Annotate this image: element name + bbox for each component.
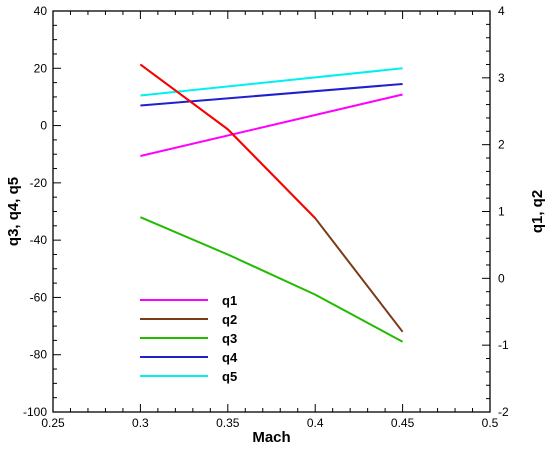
series-line-q5 [140,67,403,97]
legend-label-q1: q1 [222,293,237,308]
y-right-tick-label: -1 [498,338,509,352]
y-left-tick-label: 0 [40,119,47,133]
y-left-tick-label: -40 [30,233,48,247]
series-line-q4 [140,83,403,107]
x-tick-label: 0.35 [216,416,240,430]
x-tick-label: 0.45 [391,416,415,430]
y-right-tick-label: 2 [498,138,505,152]
legend: q1 q2 q3 q4 q5 [140,293,238,384]
x-axis-title: Mach [252,429,290,446]
x-tick-label: 0.25 [41,416,65,430]
plot-frame [52,10,491,413]
series-layer [139,63,404,343]
y-left-tick-label: -60 [30,290,48,304]
series-line-q3 [140,216,404,343]
y-left-tick-label: -20 [30,176,48,190]
legend-label-q5: q5 [222,369,237,384]
series-line-q2-overlay [139,63,316,219]
legend-label-q2: q2 [222,312,237,327]
y-right-tick-label: 4 [498,4,505,18]
x-tick-label: 0.3 [132,416,149,430]
y-axis-left-title: q3, q4, q5 [5,177,22,246]
y-left-tick-label: -100 [23,405,47,419]
y-axis-right-title: q1, q2 [529,190,546,233]
y-left-tick-label: 40 [34,4,48,18]
x-tick-label: 0.5 [482,416,499,430]
legend-label-q4: q4 [222,350,238,365]
y-right-tick-label: -2 [498,405,509,419]
y-right-tick-label: 0 [498,271,505,285]
axes-layer [52,10,491,413]
legend-label-q3: q3 [222,331,237,346]
y-right-tick-label: 1 [498,205,505,219]
y-right-tick-label: 3 [498,71,505,85]
y-left-tick-label: 20 [34,61,48,75]
ticks-layer: 0.25 0.3 0.35 0.4 0.45 0.5-100-80-60-40-20020… [23,4,509,430]
x-tick-label: 0.4 [307,416,324,430]
series-line-q1 [140,93,403,157]
y-left-tick-label: -80 [30,348,48,362]
